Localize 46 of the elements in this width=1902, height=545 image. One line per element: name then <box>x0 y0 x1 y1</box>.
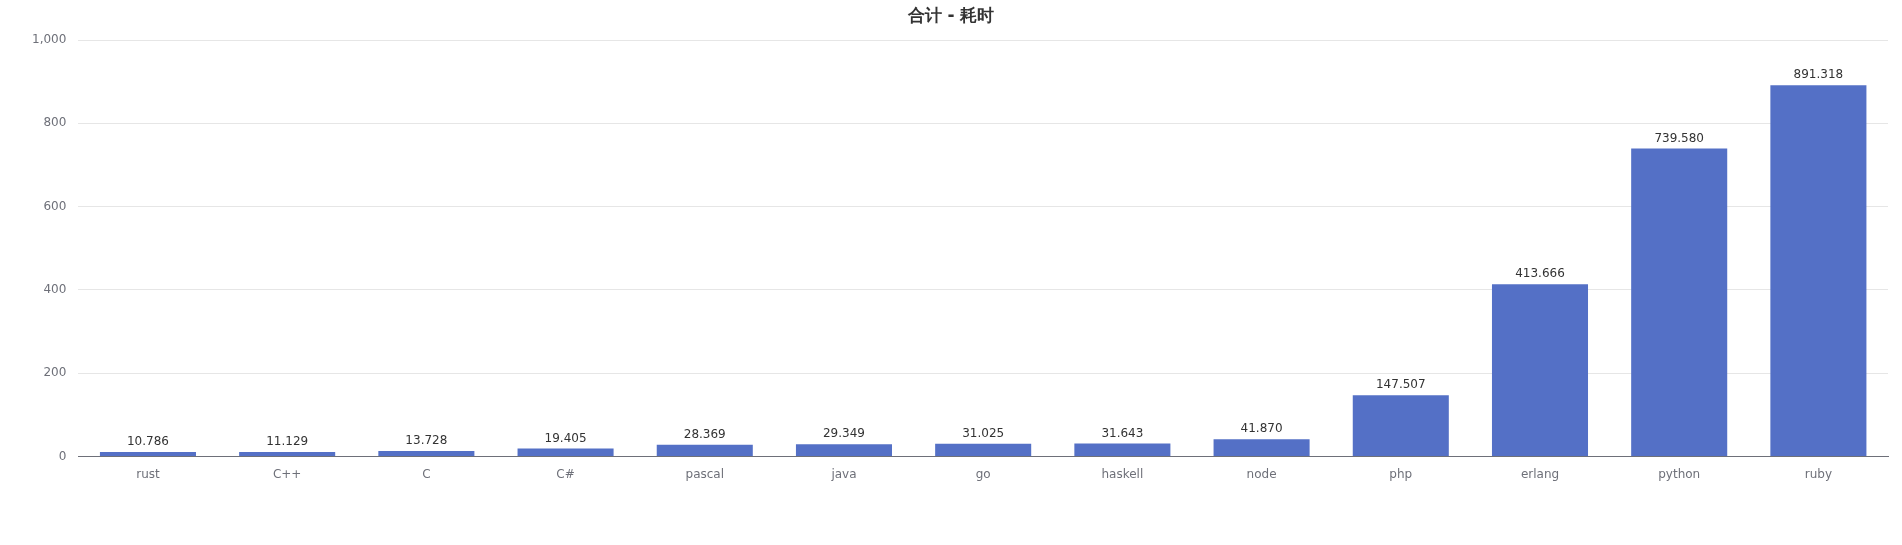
data-label: 31.643 <box>1101 425 1144 440</box>
data-label: 29.349 <box>822 426 865 441</box>
bar <box>1213 439 1310 457</box>
bar <box>378 450 475 457</box>
data-label: 413.666 <box>1515 266 1565 281</box>
bar <box>1770 85 1867 457</box>
data-label: 28.369 <box>683 426 726 441</box>
x-tick-label: php <box>1389 466 1413 481</box>
data-label: 41.870 <box>1240 421 1283 436</box>
bar <box>99 452 196 457</box>
bar <box>1631 148 1728 457</box>
data-label: 147.507 <box>1375 377 1426 392</box>
y-tick-label: 400 <box>43 282 67 297</box>
data-label: 31.025 <box>962 425 1005 440</box>
x-tick-label: node <box>1246 466 1277 481</box>
bar <box>795 444 892 457</box>
bar <box>517 448 614 457</box>
bar <box>1352 395 1449 457</box>
y-tick-label: 1,000 <box>31 32 67 47</box>
data-label: 11.129 <box>266 434 309 449</box>
x-tick-label: python <box>1658 466 1701 481</box>
bar <box>1074 443 1171 457</box>
x-tick-label: pascal <box>685 466 725 481</box>
x-tick-label: erlang <box>1520 466 1560 481</box>
x-tick-label: ruby <box>1804 466 1833 481</box>
data-label: 10.786 <box>126 434 169 449</box>
y-tick-label: 200 <box>43 365 67 380</box>
bar <box>935 443 1032 457</box>
bar <box>1491 284 1589 457</box>
y-tick-label: 600 <box>43 198 67 213</box>
data-label: 19.405 <box>544 430 587 445</box>
x-tick-label: C <box>422 466 431 481</box>
y-tick-label: 800 <box>43 115 67 130</box>
x-tick-label: java <box>830 466 857 481</box>
x-tick-label: go <box>975 466 991 481</box>
data-label: 739.580 <box>1654 130 1705 145</box>
bar <box>656 444 753 457</box>
y-tick-label: 0 <box>58 448 67 463</box>
x-tick-label: haskell <box>1101 466 1144 481</box>
bar <box>239 451 336 457</box>
chart-title: 合计 - 耗时 <box>906 4 996 27</box>
x-tick-label: rust <box>136 466 160 481</box>
x-tick-label: C# <box>556 466 575 481</box>
data-label: 891.318 <box>1793 67 1844 82</box>
x-tick-label: C++ <box>272 466 302 481</box>
data-label: 13.728 <box>405 433 448 448</box>
